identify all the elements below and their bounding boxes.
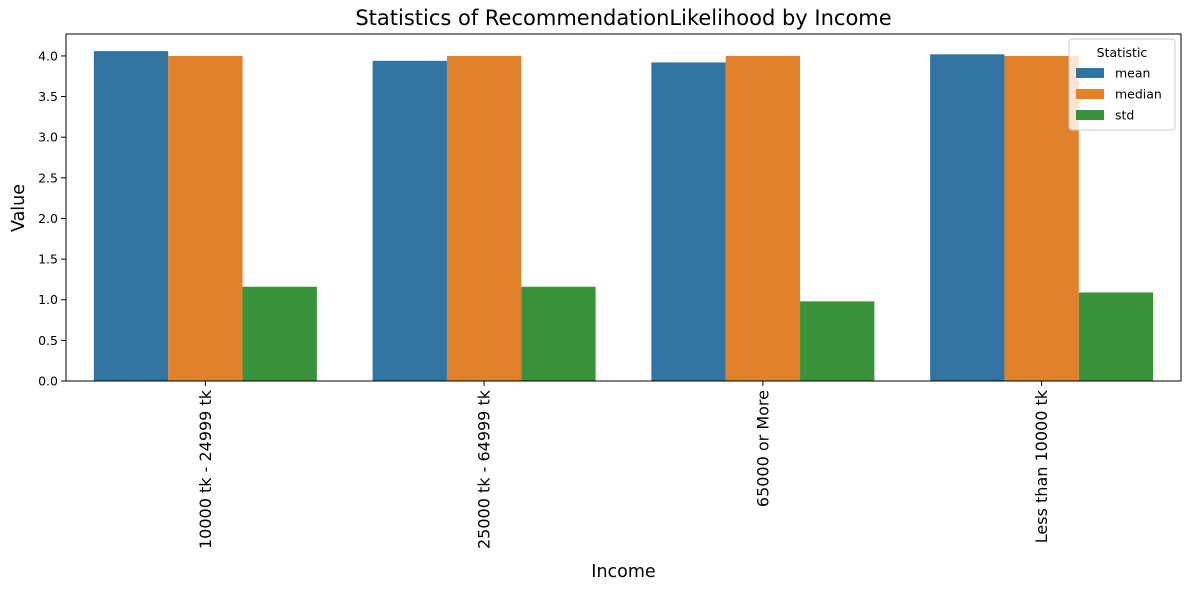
legend: Statistic mean median std — [1068, 38, 1176, 131]
bar-std-0 — [242, 286, 317, 381]
x-axis-ticks: 10000 tk - 24999 tk 25000 tk - 64999 tk 65… — [196, 381, 1051, 549]
bar-mean-3 — [930, 54, 1005, 381]
x-tick-label: 10000 tk - 24999 tk — [196, 389, 215, 549]
x-tick-label: 25000 tk - 64999 tk — [475, 389, 494, 549]
legend-label-mean: mean — [1115, 66, 1150, 81]
bars — [93, 51, 1154, 382]
y-axis-title: Value — [9, 184, 29, 232]
bar-std-3 — [1078, 292, 1154, 381]
bar-median-1 — [446, 55, 522, 381]
bar-mean-1 — [372, 60, 447, 382]
chart-title: Statistics of RecommendationLikelihood b… — [355, 6, 891, 30]
y-tick-label: 3.0 — [38, 130, 58, 145]
legend-label-median: median — [1115, 87, 1162, 102]
legend-label-std: std — [1115, 108, 1134, 123]
bar-std-1 — [521, 286, 596, 381]
legend-frame — [1068, 38, 1176, 131]
y-tick-label: 3.5 — [38, 89, 58, 104]
bar-median-2 — [725, 55, 801, 381]
x-tick-label: Less than 10000 tk — [1032, 389, 1051, 543]
legend-title: Statistic — [1097, 45, 1148, 60]
y-axis-ticks: 0.0 0.5 1.0 1.5 2.0 2.5 3.0 3.5 4.0 — [38, 48, 66, 389]
legend-swatch-median — [1076, 89, 1104, 99]
legend-swatch-std — [1076, 110, 1104, 120]
bar-mean-2 — [651, 62, 726, 381]
bar-median-3 — [1004, 55, 1079, 381]
y-tick-label: 1.0 — [38, 292, 58, 307]
legend-swatch-mean — [1076, 68, 1104, 78]
y-tick-label: 1.5 — [38, 252, 58, 267]
y-tick-label: 2.5 — [38, 170, 58, 185]
y-tick-label: 0.5 — [38, 333, 58, 348]
y-tick-label: 4.0 — [38, 48, 58, 63]
plot-frame — [65, 33, 1182, 382]
bar-median-0 — [168, 55, 243, 381]
y-tick-label: 2.0 — [38, 211, 58, 226]
x-tick-label: 65000 or More — [753, 390, 772, 507]
y-tick-label: 0.0 — [38, 374, 58, 389]
bar-mean-0 — [93, 51, 169, 381]
bar-std-2 — [800, 301, 875, 381]
x-axis-title: Income — [591, 562, 655, 582]
